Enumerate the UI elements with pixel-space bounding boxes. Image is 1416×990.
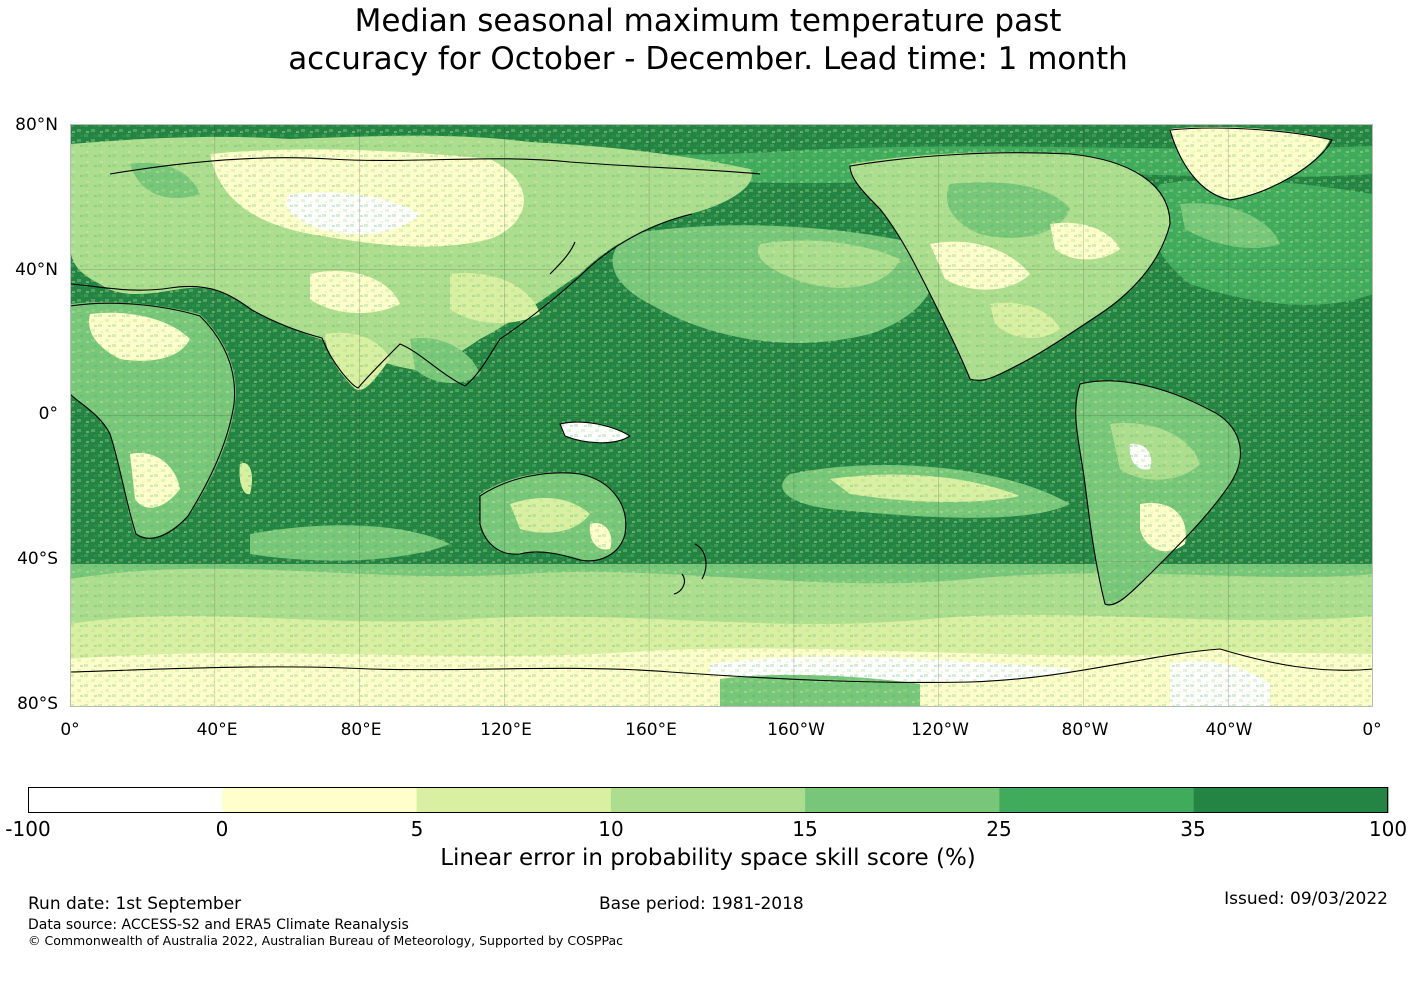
colorbar-tick-label: -100	[5, 817, 51, 841]
issued-date: Issued: 09/03/2022	[1224, 889, 1388, 909]
map-title-line-1: Median seasonal maximum temperature past	[354, 3, 1062, 39]
colorbar-tick-label: 35	[1180, 817, 1206, 841]
colorbar-tick-label: 5	[410, 817, 424, 841]
map-title: Median seasonal maximum temperature past…	[0, 2, 1416, 78]
colorbar-frame	[28, 787, 1388, 813]
lon-label-0-west: 0°	[60, 720, 80, 740]
colorbar-bin	[222, 787, 418, 813]
skill-score-map	[70, 124, 1373, 707]
coastlines	[70, 127, 1373, 683]
colorbar-bin	[1193, 787, 1389, 813]
colorbar-bin	[28, 787, 223, 813]
lon-label-120w: 120°W	[911, 720, 969, 740]
graticule	[70, 124, 1373, 707]
lon-label-40w: 40°W	[1205, 720, 1253, 740]
lon-label-160e: 160°E	[625, 720, 677, 740]
map-title-line-2: accuracy for October - December. Lead ti…	[288, 41, 1128, 77]
colorbar-bin	[416, 787, 612, 813]
lon-label-120e: 120°E	[480, 720, 532, 740]
colorbar-tick-label: 100	[1368, 817, 1408, 841]
lat-label-40s: 40°S	[17, 549, 58, 569]
colorbar-bin	[610, 787, 806, 813]
colorbar-bin	[805, 787, 1000, 813]
lon-label-80w: 80°W	[1061, 720, 1109, 740]
lat-label-80n: 80°N	[15, 115, 58, 135]
colorbar-tick-label: 15	[792, 817, 818, 841]
lon-label-160w: 160°W	[767, 720, 825, 740]
texture-overlay	[70, 124, 1373, 707]
colorbar-bins	[28, 787, 1389, 813]
colorbar-tick-label: 25	[986, 817, 1012, 841]
lon-label-40e: 40°E	[196, 720, 238, 740]
base-period: Base period: 1981-2018	[599, 894, 804, 914]
colorbar-bin	[999, 787, 1195, 813]
colorbar-label: Linear error in probability space skill …	[440, 845, 976, 871]
run-date: Run date: 1st September	[28, 894, 242, 914]
lat-label-equator: 0°	[38, 404, 58, 424]
map-frame	[70, 124, 1373, 707]
colorbar-tick-label: 0	[215, 817, 229, 841]
lat-label-40n: 40°N	[15, 260, 58, 280]
colorbar	[28, 787, 1389, 813]
data-source: Data source: ACCESS-S2 and ERA5 Climate …	[28, 917, 409, 933]
lon-label-0-east: 0°	[1362, 720, 1382, 740]
lon-label-80e: 80°E	[340, 720, 382, 740]
copyright: © Commonwealth of Australia 2022, Austra…	[28, 933, 623, 948]
colorbar-tick-label: 10	[598, 817, 624, 841]
lat-label-80s: 80°S	[17, 694, 58, 714]
